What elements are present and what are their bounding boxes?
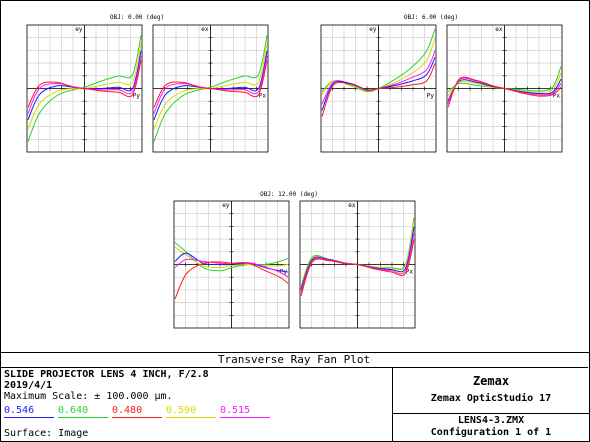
fan-plot-sagittal: ex Px [299,200,416,329]
lens-info: SLIDE PROJECTOR LENS 4 INCH, F/2.8 2019/… [4,369,388,441]
ray-fan-curve [27,60,142,108]
surface-label: Surface: Image [4,428,89,439]
max-scale: Maximum Scale: ± 100.000 µm. [4,391,173,402]
plot-date: 2019/4/1 [4,380,53,391]
ray-fan-curve [321,63,436,117]
axis-label-horizontal: Px [553,93,561,100]
axis-label-horizontal: Px [406,269,414,276]
ray-fan-curve [174,242,289,272]
product-name: Zemax OpticStudio 17 [430,393,552,404]
fan-plot-sagittal: ex Px [152,24,269,153]
wavelength-legend-item: 0.480 [112,405,166,418]
axis-label-horizontal: Py [133,93,141,100]
wavelength-legend: 0.546 0.640 0.480 0.590 0.515 [4,405,274,418]
wavelength-legend-item: 0.640 [58,405,112,418]
fan-plot-sagittal: ex Px [446,24,563,153]
field-title: OBJ: 12.00 (deg) [260,191,318,198]
brand-name: Zemax [472,374,510,388]
wavelength-line [220,417,270,418]
ray-fan-curve [153,35,268,142]
software-info: Zemax Zemax OpticStudio 17 LENS4-3.ZMX C… [392,368,589,442]
ray-fan-curve [300,239,415,296]
fan-plot-tangential: ey Py [26,24,143,153]
wavelength-legend-item: 0.546 [4,405,58,418]
lens-name: SLIDE PROJECTOR LENS 4 INCH, F/2.8 [4,369,209,380]
axis-label-horizontal: Py [427,93,435,100]
ray-fan-curve [174,246,289,269]
wavelength-line [166,417,216,418]
wavelength-label: 0.640 [58,405,89,416]
ray-fan-curve [153,60,268,108]
field-title: OBJ: 0.00 (deg) [110,14,164,21]
configuration: Configuration 1 of 1 [430,427,552,438]
ray-fan-curve [27,35,142,142]
wavelength-legend-item: 0.515 [220,405,274,418]
wavelength-line [4,417,54,418]
ray-fan-curve [174,261,289,300]
fan-plot-tangential: ey Py [173,200,290,329]
fan-plot-tangential: ey Py [320,24,437,153]
file-name: LENS4-3.ZMX [457,415,525,426]
axis-label-vertical: ey [222,202,230,209]
axis-label-vertical: ex [348,202,356,209]
axis-label-vertical: ey [75,26,83,33]
ray-fan-plot-area: OBJ: 0.00 (deg) OBJ: 6.00 (deg) OBJ: 12.00… [26,14,563,329]
wavelength-line [112,417,162,418]
axis-label-vertical: ey [369,26,377,33]
axis-label-horizontal: Px [259,93,267,100]
ray-fan-curve [447,76,562,108]
axis-label-vertical: ex [495,26,503,33]
wavelength-label: 0.546 [4,405,35,416]
field-title: OBJ: 6.00 (deg) [404,14,458,21]
wavelength-label: 0.515 [220,405,251,416]
wavelength-label: 0.590 [166,405,197,416]
wavelength-label: 0.480 [112,405,143,416]
plot-info-panel: Transverse Ray Fan Plot SLIDE PROJECTOR … [0,352,590,442]
axis-label-horizontal: Py [280,269,288,276]
wavelength-line [58,417,108,418]
plot-title: Transverse Ray Fan Plot [0,353,588,368]
wavelength-legend-item: 0.590 [166,405,220,418]
axis-label-vertical: ex [201,26,209,33]
